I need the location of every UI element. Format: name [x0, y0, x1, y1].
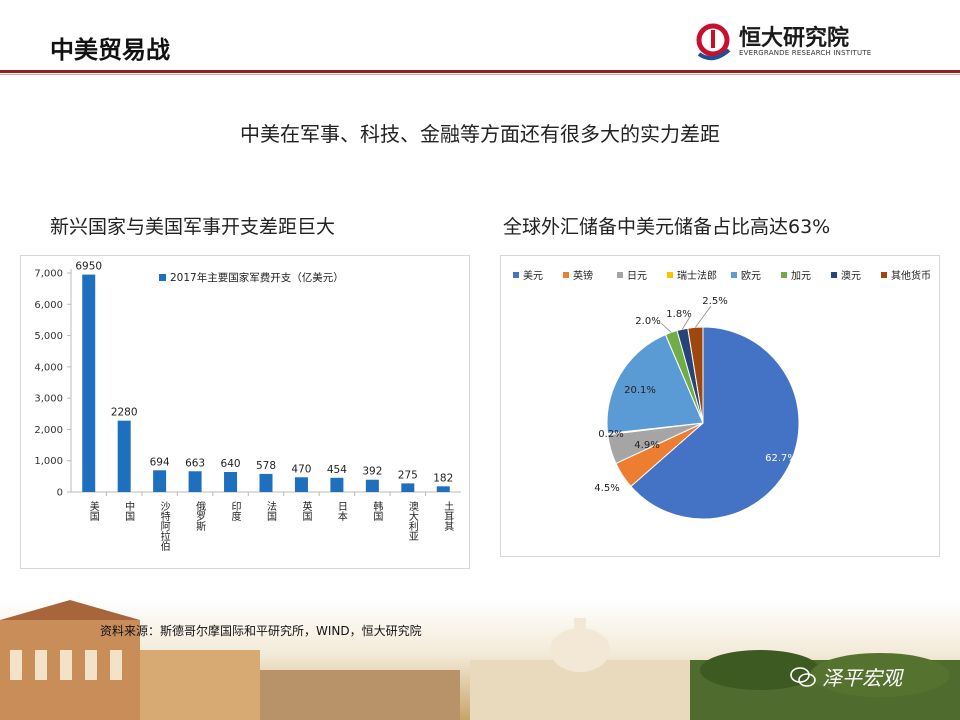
bar-data-label: 182	[433, 472, 453, 484]
slide-title: 中美贸易战	[50, 36, 170, 64]
legend-swatch	[881, 272, 887, 278]
bar	[224, 471, 238, 492]
pie-data-label: 2.0%	[635, 316, 660, 327]
bar	[117, 420, 131, 492]
bar-data-label: 470	[291, 463, 311, 475]
bar-data-label: 663	[185, 457, 205, 469]
bar	[188, 471, 202, 492]
y-tick-label: 3,000	[34, 394, 63, 405]
legend-label: 瑞士法郎	[677, 269, 717, 282]
legend-label: 英镑	[573, 269, 593, 282]
legend-swatch	[563, 272, 569, 278]
bar	[401, 483, 415, 492]
source-note: 资料来源：斯德哥尔摩国际和平研究所，WIND，恒大研究院	[100, 624, 422, 638]
logo-subtitle: EVERGRANDE RESEARCH INSTITUTE	[739, 49, 872, 57]
x-category-label: 美国	[87, 500, 99, 522]
y-tick-label: 5,000	[34, 331, 63, 342]
bar-data-label: 694	[150, 456, 170, 468]
pie-data-label: 0.2%	[598, 429, 623, 440]
pie-data-label: 4.9%	[634, 440, 659, 451]
leader-line	[660, 322, 672, 333]
y-tick-label: 0	[57, 488, 63, 499]
legend-label: 其他货币	[891, 269, 931, 282]
left-subtitle: 新兴国家与美国军事开支差距巨大	[50, 216, 336, 238]
pie-data-label: 1.8%	[666, 309, 691, 320]
x-category-label: 澳大利亚	[406, 500, 418, 541]
bar-data-label: 6950	[75, 261, 102, 273]
leader-line	[695, 305, 712, 328]
y-tick-label: 7,000	[34, 269, 63, 280]
legend-label: 欧元	[741, 270, 761, 282]
bar-data-label: 2280	[111, 407, 138, 419]
x-category-label: 韩国	[371, 500, 383, 522]
right-subtitle: 全球外汇储备中美元储备占比高达63%	[503, 216, 831, 238]
bar	[153, 470, 167, 492]
pie-chart: 美元 英镑 日元 瑞士法郎 欧元 加元 澳元 其他货币 62.7% 4.5% 4.9% 0.2% 20.…	[513, 269, 931, 520]
x-category-label: 中国	[123, 500, 135, 522]
legend-swatch	[513, 272, 519, 278]
y-tick-label: 2,000	[34, 425, 63, 436]
leader-line	[682, 314, 692, 330]
bar-data-label: 640	[221, 458, 241, 470]
bar	[436, 486, 450, 492]
logo: 恒大研究院 EVERGRANDE RESEARCH INSTITUTE	[695, 20, 895, 64]
legend-swatch	[731, 272, 737, 278]
logo-mark-icon	[696, 23, 731, 61]
bar	[365, 479, 379, 492]
y-tick-label: 1,000	[34, 456, 63, 467]
legend-swatch	[617, 272, 623, 278]
watermark-text: 泽平宏观	[822, 666, 902, 690]
x-category-label: 俄罗斯	[194, 501, 206, 532]
pie-chart-panel: 美元 英镑 日元 瑞士法郎 欧元 加元 澳元 其他货币 62.7% 4.5% 4.9% 0.2% 20.…	[500, 255, 940, 557]
bar-chart-panel: 0 1,000 2,000 3,000 4,000 5,000 6,000 7,000 6950…	[20, 255, 470, 569]
pie-data-label: 2.5%	[702, 296, 727, 307]
x-category-label: 法国	[265, 500, 277, 522]
wechat-icon	[790, 666, 816, 687]
title-rule-thin	[0, 74, 960, 75]
bar	[259, 473, 273, 492]
title-rule	[0, 70, 960, 73]
bar-data-label: 392	[362, 466, 382, 478]
x-category-label: 印度	[229, 501, 241, 522]
legend-label: 加元	[791, 270, 811, 282]
watermark: 泽平宏观	[790, 662, 902, 691]
x-category-label: 沙特阿拉伯	[158, 501, 170, 552]
bar	[82, 274, 96, 492]
footer-banner	[0, 600, 960, 720]
legend-label: 澳元	[841, 269, 861, 282]
pie-data-label: 20.1%	[624, 385, 656, 396]
x-category-label: 英国	[300, 500, 312, 522]
legend-label: 美元	[523, 269, 543, 282]
logo-name: 恒大研究院	[739, 26, 850, 51]
bar-data-label: 578	[256, 460, 276, 472]
bar	[294, 477, 308, 492]
x-category-label: 日本	[335, 501, 347, 522]
legend-label: 日元	[627, 271, 647, 282]
pie-data-label: 62.7%	[765, 453, 797, 464]
bar-chart: 0 1,000 2,000 3,000 4,000 5,000 6,000 7,000 6950…	[34, 261, 461, 552]
pie-slice	[630, 326, 800, 520]
pie-data-label: 4.5%	[594, 483, 619, 494]
headline: 中美在军事、科技、金融等方面还有很多大的实力差距	[240, 122, 720, 146]
bar	[330, 477, 344, 492]
y-tick-label: 6,000	[34, 300, 63, 311]
legend-swatch	[159, 274, 166, 281]
y-tick-label: 4,000	[34, 362, 63, 373]
pie-slice	[687, 326, 704, 424]
legend-swatch	[781, 272, 787, 278]
x-category-label: 土耳其	[442, 500, 454, 532]
legend-label: 2017年主要国家军费开支（亿美元）	[170, 271, 344, 284]
bar-data-label: 454	[327, 464, 347, 476]
bar-data-label: 275	[398, 469, 418, 481]
pie-slice	[606, 333, 704, 435]
legend-swatch	[667, 272, 673, 278]
legend-swatch	[831, 272, 837, 278]
